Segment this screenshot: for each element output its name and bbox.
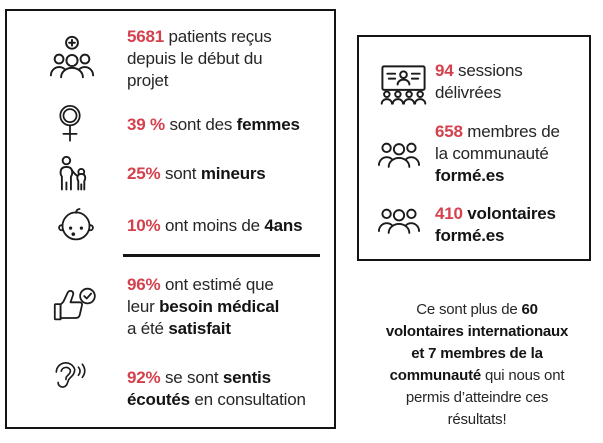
- stat-femmes-text: 39 % sont des femmes: [127, 115, 300, 134]
- stat-membres-formes-text: 658 membres de la communauté formé.es: [435, 122, 560, 185]
- training-stats-panel: 94 sessions délivrées 658 membres de la co…: [357, 35, 591, 261]
- ear-listening-icon: [51, 356, 87, 397]
- stat-sessions-text: 94 sessions délivrées: [435, 61, 523, 102]
- volunteers-group-icon: [378, 204, 420, 238]
- stat-patients-text: 5681 patients reçus depuis le début du pro…: [127, 27, 272, 90]
- baby-icon: [57, 207, 95, 243]
- stat-volontaires-formes-text: 410 volontaires formé.es: [435, 204, 556, 245]
- female-symbol-icon: [55, 103, 85, 145]
- thumbs-up-check-icon: [53, 287, 96, 323]
- training-board-icon: [378, 63, 429, 105]
- stat-moins-4ans-text: 10% ont moins de 4ans: [127, 216, 303, 235]
- patients-stats-panel: 5681 patients reçus depuis le début du pro…: [5, 9, 336, 429]
- community-group-icon: [378, 138, 420, 172]
- footnote-text: Ce sont plus de 60 volontaires internatio…: [385, 301, 569, 428]
- divider-line: [123, 254, 320, 257]
- stat-ecoutes-text: 92% se sont sentis écoutés en consultatio…: [127, 368, 306, 409]
- medical-team-icon: [49, 35, 95, 85]
- stat-mineurs-text: 25% sont mineurs: [127, 164, 266, 183]
- adult-child-icon: [57, 155, 89, 191]
- stat-besoin-satisfait-text: 96% ont estimé que leur besoin médical a é…: [127, 275, 280, 338]
